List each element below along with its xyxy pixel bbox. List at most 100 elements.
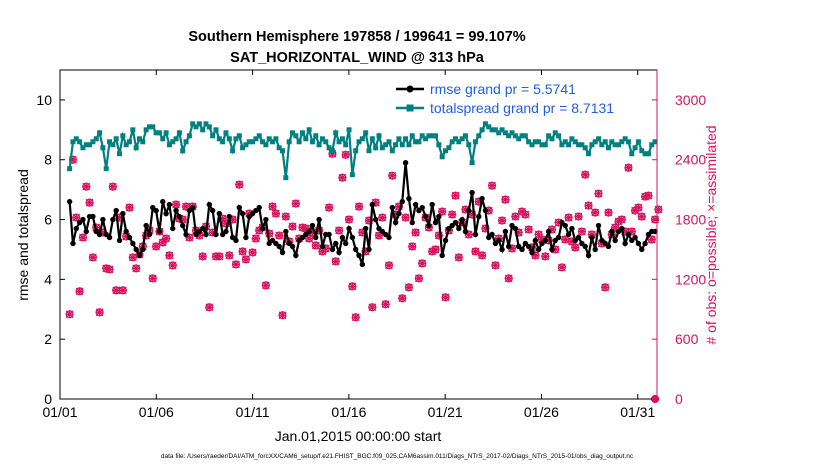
totalspread-point <box>546 133 552 139</box>
obs-assimilated-point <box>338 173 347 182</box>
totalspread-point <box>423 136 429 142</box>
rmse-point <box>233 237 239 244</box>
rmse-point <box>156 228 163 235</box>
obs-assimilated-point <box>418 259 427 268</box>
totalspread-point <box>602 139 608 145</box>
obs-assimilated-point <box>68 155 77 164</box>
totalspread-point <box>343 142 349 148</box>
totalspread-point <box>173 136 179 142</box>
rmse-point <box>535 246 542 253</box>
obs-assimilated-point <box>461 205 470 214</box>
totalspread-point <box>556 133 562 139</box>
totalspread-point <box>612 142 618 148</box>
obs-assimilated-point <box>498 216 507 225</box>
rmse-point <box>316 216 322 223</box>
totalspread-point <box>293 133 299 139</box>
rmse-point <box>372 216 379 223</box>
chart-title: Southern Hemisphere 197858 / 199641 = 99… <box>188 29 525 45</box>
rmse-point <box>406 195 412 202</box>
totalspread-point <box>236 133 242 139</box>
totalspread-point <box>163 130 169 136</box>
rmse-point <box>343 240 349 247</box>
totalspread-point <box>130 127 136 133</box>
totalspread-point <box>283 175 289 181</box>
totalspread-point <box>542 142 548 148</box>
totalspread-point <box>569 136 575 142</box>
rmse-point <box>512 225 519 232</box>
totalspread-point <box>289 130 295 136</box>
totalspread-point <box>516 136 522 142</box>
rmse-point <box>506 243 512 250</box>
totalspread-point <box>97 130 103 136</box>
rmse-point <box>133 246 139 253</box>
totalspread-point <box>160 136 166 142</box>
rmse-point <box>642 240 648 247</box>
obs-assimilated-point <box>478 251 487 260</box>
y-left-tick-label: 0 <box>44 391 52 407</box>
obs-assimilated-point <box>148 274 157 283</box>
totalspread-point <box>506 133 512 139</box>
totalspread-point <box>313 133 319 139</box>
totalspread-point <box>246 139 252 145</box>
obs-assimilated-point <box>624 163 633 172</box>
totalspread-point <box>206 124 212 130</box>
obs-assimilated-point <box>88 253 97 262</box>
totalspread-point <box>479 127 485 133</box>
obs-assimilated-point <box>152 242 161 251</box>
totalspread-point <box>203 121 209 127</box>
totalspread-point <box>536 139 542 145</box>
obs-assimilated-point <box>122 232 131 241</box>
rmse-point <box>126 234 133 241</box>
totalspread-point <box>649 142 655 148</box>
totalspread-point <box>323 139 329 145</box>
rmse-point <box>256 204 262 211</box>
totalspread-point <box>250 139 256 145</box>
x-tick-label: 01/06 <box>139 404 174 420</box>
rmse-point <box>612 237 618 244</box>
totalspread-point <box>403 136 409 142</box>
rmse-point <box>402 160 409 166</box>
obs-assimilated-point <box>132 264 141 273</box>
y-left-tick-label: 6 <box>44 212 52 228</box>
obs-assimilated-point <box>82 182 91 191</box>
rmse-point <box>116 237 123 244</box>
rmse-point <box>80 216 86 223</box>
obs-assimilated-point <box>401 213 410 222</box>
totalspread-point <box>87 142 93 148</box>
obs-assimilated-point <box>514 228 523 237</box>
totalspread-point <box>107 139 113 145</box>
rmse-point <box>216 210 223 217</box>
rmse-point <box>209 207 216 214</box>
totalspread-point <box>539 142 545 148</box>
obs-assimilated-point <box>278 311 287 320</box>
obs-assimilated-point <box>95 308 104 317</box>
totalspread-point <box>416 139 422 145</box>
rmse-point <box>349 234 356 241</box>
totalspread-point <box>529 142 535 148</box>
rmse-point <box>313 234 319 241</box>
rmse-point <box>143 222 149 229</box>
rmse-point <box>136 252 143 259</box>
totalspread-point <box>363 130 369 136</box>
totalspread-point <box>426 133 432 139</box>
totalspread-point <box>309 139 315 145</box>
rmse-point <box>432 219 439 226</box>
obs-assimilated-point <box>78 233 87 242</box>
totalspread-point <box>419 133 425 139</box>
rmse-point <box>409 219 415 226</box>
obs-assimilated-point <box>557 263 566 272</box>
obs-assimilated-point <box>534 230 543 239</box>
rmse-point <box>476 213 482 220</box>
rmse-point <box>243 234 249 241</box>
obs-assimilated-point <box>215 252 224 261</box>
rmse-point <box>625 231 632 238</box>
totalspread-point <box>599 142 605 148</box>
obs-assimilated-point <box>508 244 517 253</box>
totalspread-point <box>589 142 595 148</box>
totalspread-point <box>280 148 286 154</box>
obs-assimilated-point <box>301 224 310 233</box>
y-right-tick-label: 2400 <box>675 152 706 168</box>
totalspread-point <box>576 142 582 148</box>
obs-assimilated-point <box>617 215 626 224</box>
totalspread-point <box>150 124 156 130</box>
